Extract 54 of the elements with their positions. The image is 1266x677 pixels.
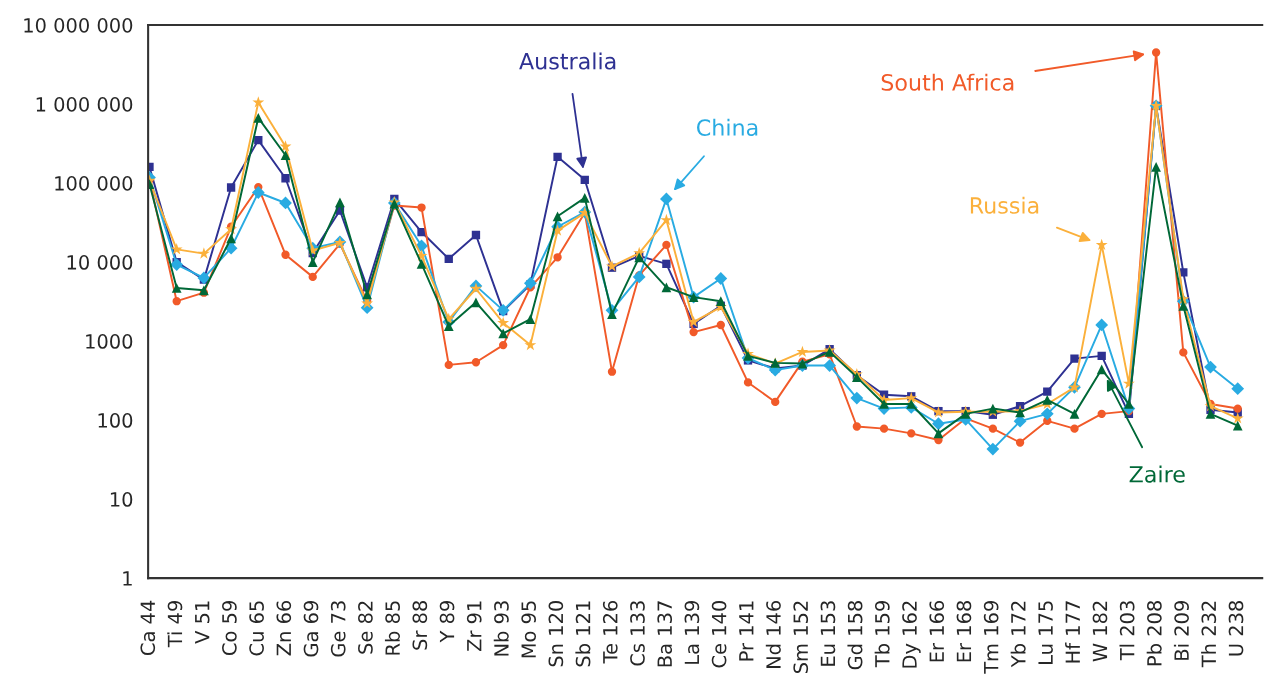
y-tick-label: 1000 — [86, 334, 133, 349]
x-tick-label: V 51 — [195, 601, 210, 644]
x-tick-label: Th 232 — [1201, 601, 1217, 668]
x-tick-label: Ga 69 — [303, 601, 319, 657]
x-tick-label: La 139 — [684, 601, 700, 664]
y-tick-label: 100 — [98, 413, 133, 428]
x-tick-label: Ge 73 — [330, 601, 346, 657]
x-tick-label: Co 59 — [222, 601, 237, 655]
x-tick-label: Se 82 — [358, 601, 373, 654]
x-tick-label: Rb 85 — [384, 601, 400, 655]
y-tick-label: 10 000 000 — [24, 18, 133, 33]
x-tick-label: Te 126 — [602, 600, 618, 664]
x-tick-label: Zr 91 — [466, 601, 482, 652]
y-tick-label: 10 000 — [67, 255, 133, 270]
x-tick-label: Bi 209 — [1173, 601, 1189, 660]
x-tick-label: Eu 153 — [820, 601, 836, 666]
x-tick-label: Sn 120 — [548, 600, 564, 667]
x-tick-label: Er 168 — [956, 601, 972, 662]
x-tick-label: Sr 88 — [412, 601, 428, 650]
x-tick-label: Y 89 — [439, 601, 455, 643]
text: Zaire — [1129, 465, 1185, 483]
x-tick-label: Lu 175 — [1038, 601, 1053, 664]
x-tick-label: Hf 177 — [1065, 601, 1080, 663]
y-tick-label: 100 000 — [55, 176, 133, 191]
x-tick-label: Tl 203 — [1119, 601, 1135, 661]
text: Russia — [970, 196, 1039, 214]
x-tick-label: Gd 158 — [847, 601, 863, 670]
x-tick-label: Sm 152 — [793, 601, 809, 673]
x-tick-label: Ba 137 — [657, 601, 673, 667]
x-tick-label: Nd 146 — [765, 600, 781, 668]
x-tick-label: Pb 208 — [1146, 601, 1162, 666]
y-tick-label: 1 000 000 — [36, 97, 133, 112]
x-tick-label: Tm 169 — [983, 601, 999, 674]
x-tick-label: Cs 133 — [630, 601, 645, 666]
x-tick-label: Zn 66 — [276, 600, 292, 656]
x-tick-label: Ca 44 — [140, 600, 156, 656]
x-tick-label: U 238 — [1228, 601, 1244, 656]
x-tick-label: Nb 93 — [493, 601, 509, 656]
x-tick-label: W 182 — [1092, 601, 1108, 662]
x-tick-label: Dy 162 — [902, 601, 921, 668]
y-tick-label: 10 — [110, 492, 133, 507]
x-tick-label: Er 166 — [929, 600, 945, 662]
x-tick-label: Pr 141 — [739, 601, 754, 661]
y-tick-label: 1 — [123, 571, 132, 586]
x-tick-label: Yb 172 — [1010, 601, 1026, 668]
x-tick-label: Mo 95 — [521, 601, 537, 658]
text: Australia — [519, 52, 616, 70]
x-tick-label: Sb 121 — [575, 601, 591, 667]
text: China — [697, 118, 758, 136]
x-tick-label: Ti 49 — [167, 601, 183, 648]
x-tick-label: Cu 65 — [249, 601, 264, 656]
x-tick-label: Tb 159 — [874, 601, 890, 668]
text: South Africa — [881, 73, 1014, 91]
x-tick-label: Ce 140 — [711, 600, 727, 668]
